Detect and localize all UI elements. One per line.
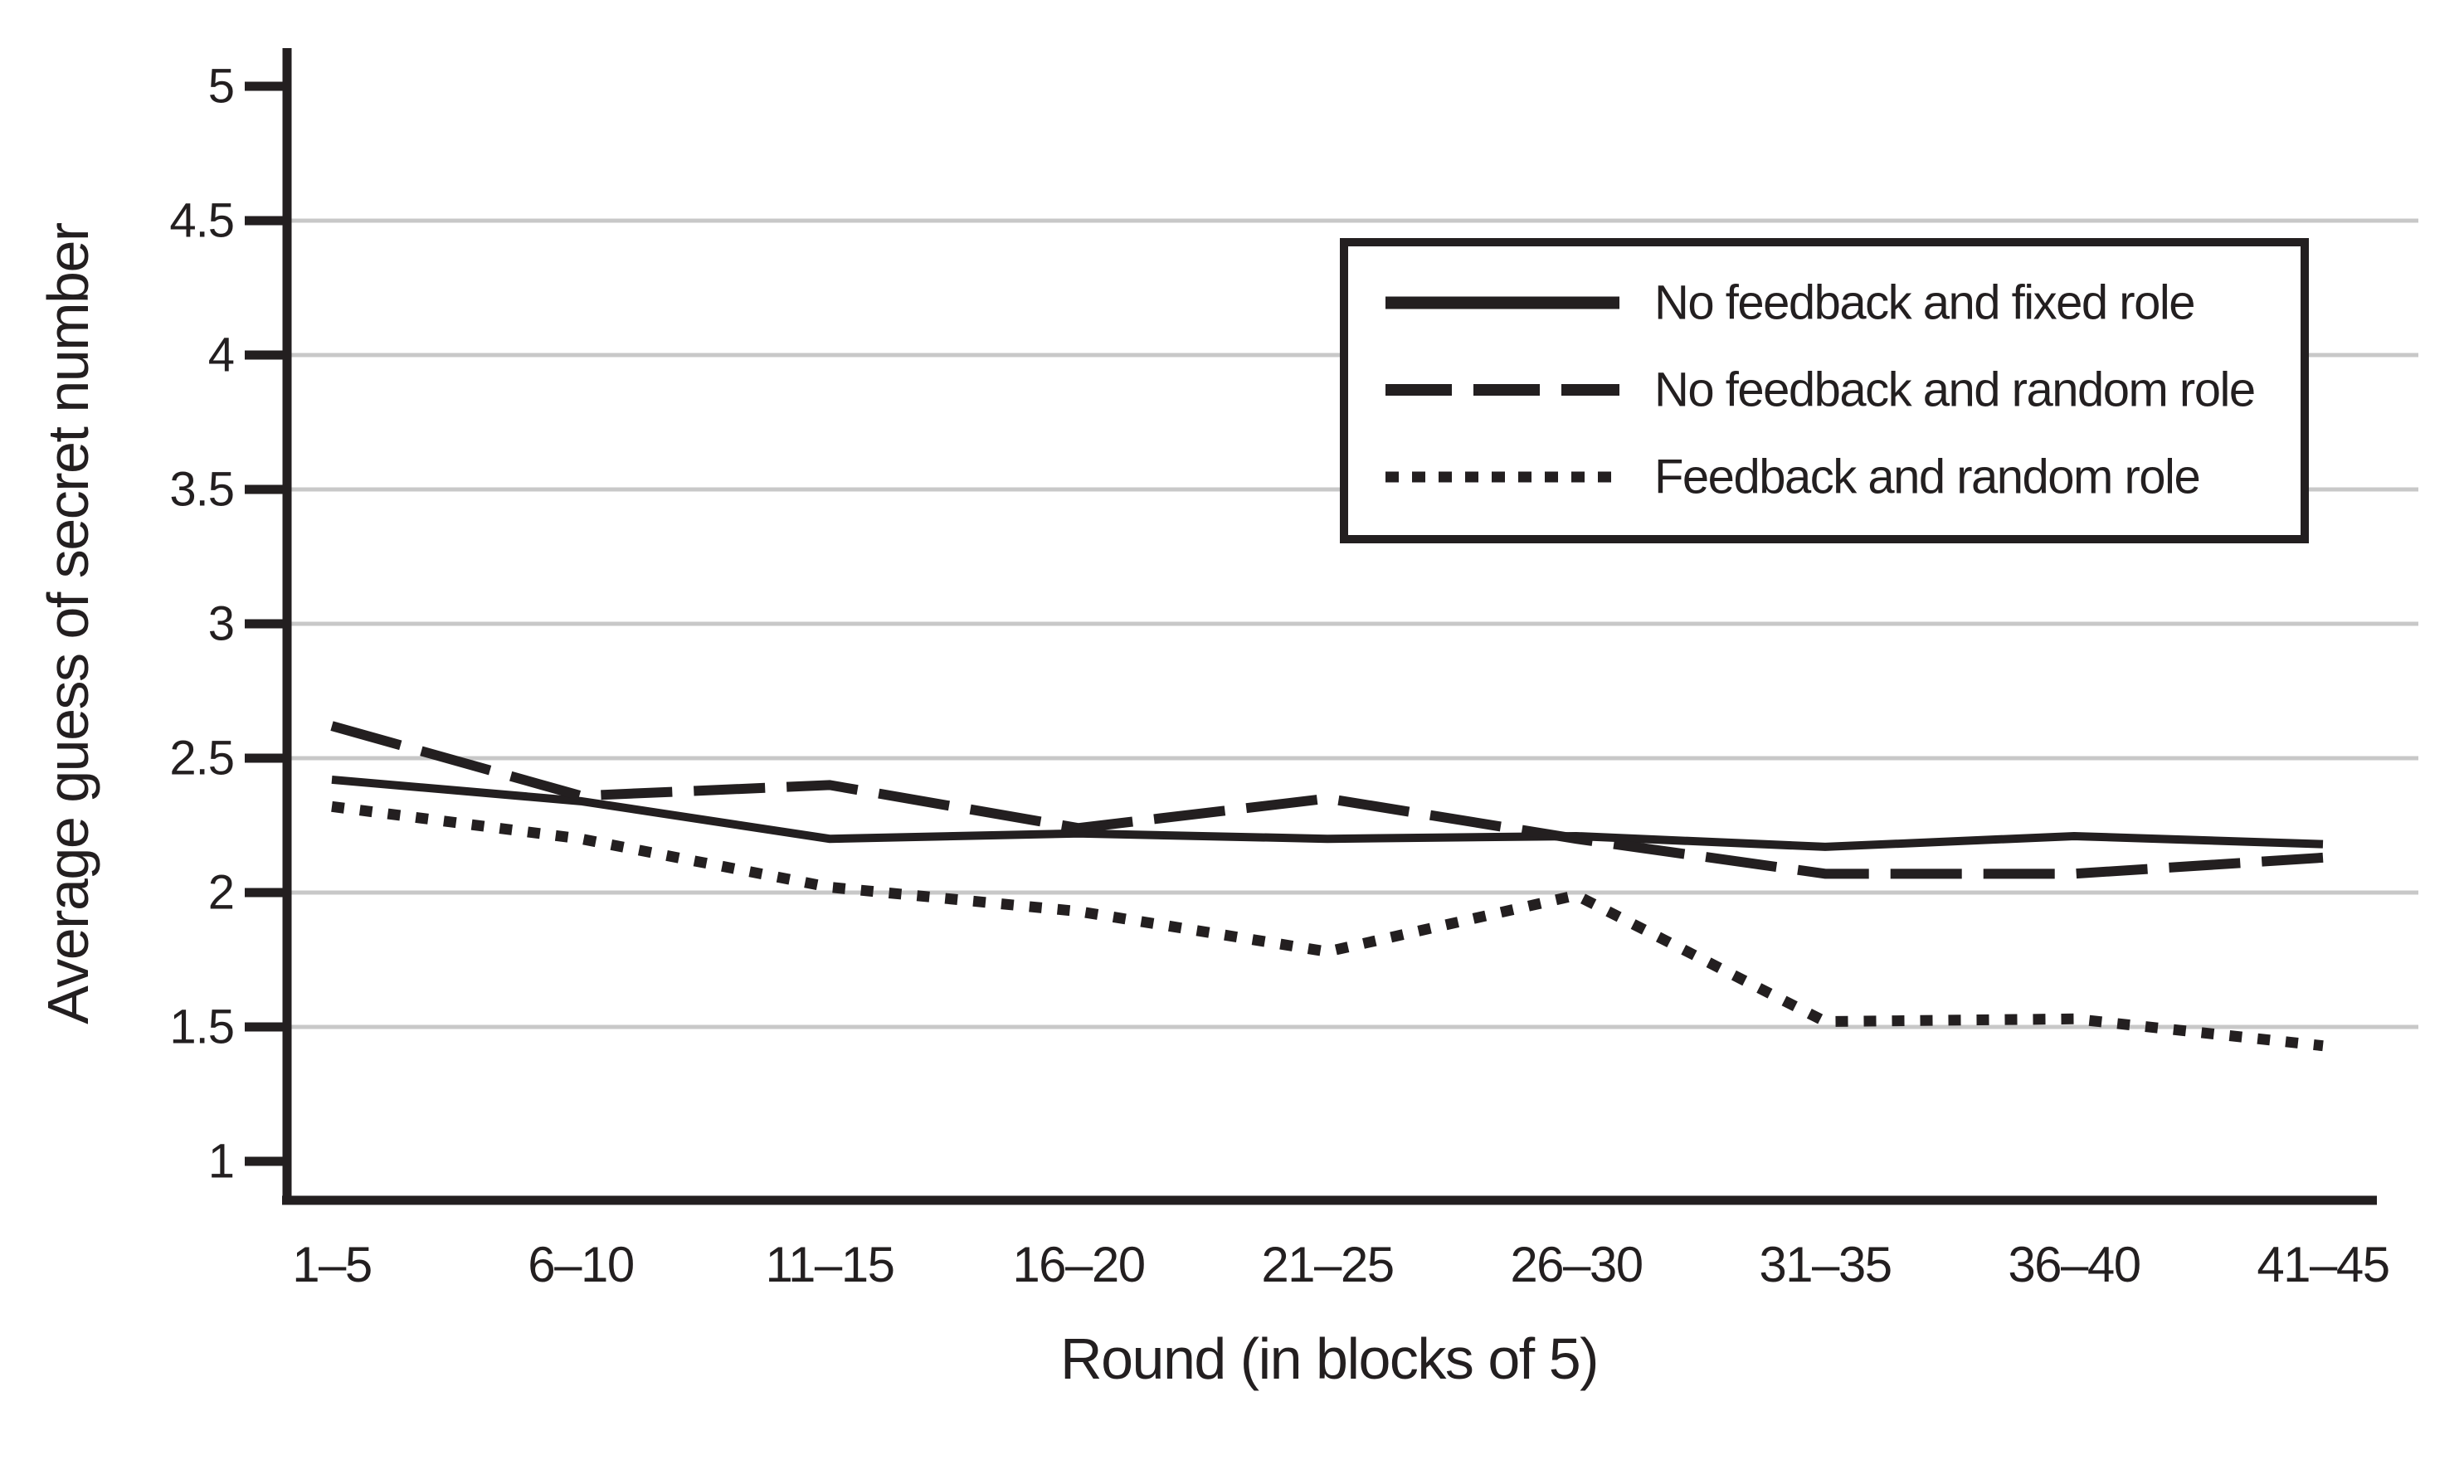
y-axis-title: Average guess of secret number <box>36 222 100 1024</box>
y-ticks <box>245 81 287 1166</box>
x-tick-label: 1–5 <box>292 1237 372 1292</box>
legend-label: No feedback and fixed role <box>1654 276 2194 330</box>
y-tick-label: 1.5 <box>169 1000 234 1054</box>
legend-entry: No feedback and random role <box>1385 363 2256 417</box>
x-tick-labels: 1–5 6–10 11–15 16–20 21–25 26–30 31–35 36–40 41–… <box>292 1237 2390 1292</box>
legend: No feedback and fixed role No feedback a… <box>1340 238 2309 543</box>
legend-label: Feedback and random role <box>1654 450 2199 504</box>
y-tick-label: 5 <box>208 60 234 114</box>
series-line-long-dash <box>330 721 2324 879</box>
y-tick-label: 1 <box>208 1135 234 1189</box>
legend-entry: Feedback and random role <box>1385 450 2201 504</box>
y-tick-label: 2.5 <box>169 732 234 786</box>
series-line-solid <box>331 775 2324 851</box>
y-tick-label: 3 <box>208 597 234 651</box>
x-tick-label: 36–40 <box>2008 1237 2140 1292</box>
x-tick-label: 31–35 <box>1759 1237 1891 1292</box>
y-tick-label: 4 <box>208 328 234 382</box>
y-tick-labels: 1 1.5 2 2.5 3 3.5 4 4.5 5 <box>169 60 235 1189</box>
y-tick-label: 2 <box>208 866 234 920</box>
legend-label: No feedback and random role <box>1654 363 2255 417</box>
series-lines <box>330 721 2324 1052</box>
x-axis-title: Round (in blocks of 5) <box>1060 1326 1598 1391</box>
x-tick-label: 41–45 <box>2257 1237 2389 1292</box>
legend-entry: No feedback and fixed role <box>1385 276 2196 330</box>
x-tick-label: 16–20 <box>1012 1237 1144 1292</box>
x-tick-label: 6–10 <box>528 1237 634 1292</box>
x-tick-label: 21–25 <box>1261 1237 1393 1292</box>
y-tick-label: 3.5 <box>169 463 234 517</box>
x-tick-label: 26–30 <box>1510 1237 1642 1292</box>
y-tick-label: 4.5 <box>169 194 234 248</box>
x-tick-label: 11–15 <box>766 1237 894 1292</box>
